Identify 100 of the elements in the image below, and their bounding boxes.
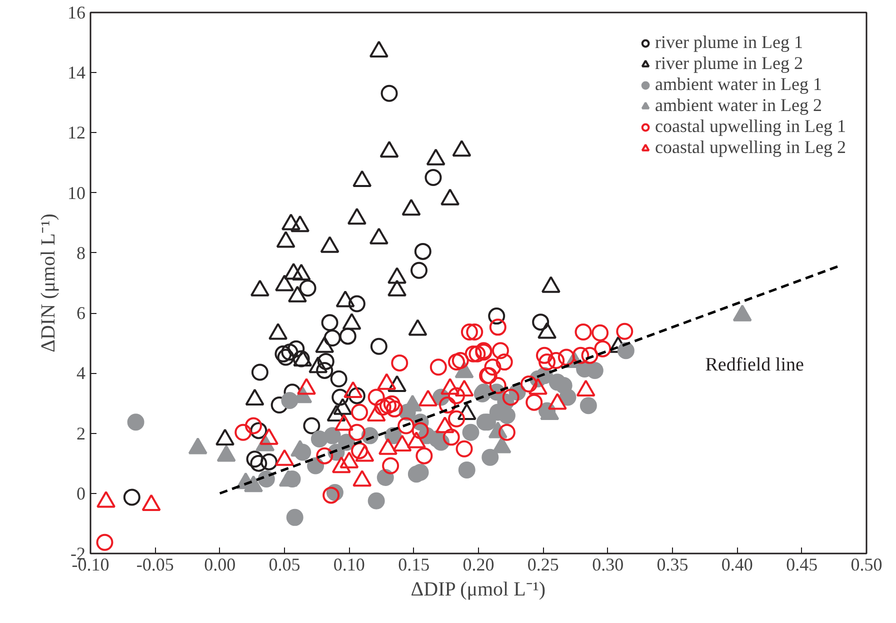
point [538, 354, 556, 371]
point [96, 534, 114, 551]
point [492, 342, 509, 360]
point [391, 354, 408, 372]
point [370, 338, 388, 355]
point [382, 457, 400, 474]
x-tick-label: 0.20 [462, 554, 494, 574]
point [458, 461, 476, 478]
point [310, 430, 328, 448]
point [368, 492, 385, 510]
point [274, 345, 292, 362]
point [244, 417, 262, 434]
point [386, 400, 403, 418]
legend-label: coastal upwelling in Leg 1 [655, 116, 846, 137]
point [616, 322, 634, 340]
point [250, 454, 268, 472]
y-tick-label: 2 [76, 423, 86, 444]
point [536, 346, 553, 364]
annotation: Redfield line [705, 354, 804, 376]
point [572, 346, 590, 364]
point [348, 295, 366, 312]
point [581, 346, 598, 364]
point [348, 424, 366, 441]
point [559, 388, 576, 406]
y-tick-label: 16 [68, 2, 86, 22]
point [498, 424, 516, 441]
point [317, 352, 334, 370]
point [594, 340, 612, 358]
x-tick-label: -0.05 [136, 554, 174, 574]
point [438, 396, 456, 414]
point [462, 424, 480, 441]
y-tick-label: 14 [68, 62, 86, 83]
point [452, 352, 469, 370]
point [324, 330, 341, 346]
point [127, 414, 144, 431]
legend-label: river plume in Leg 2 [655, 53, 804, 74]
point [424, 169, 442, 186]
point [332, 388, 349, 406]
point [303, 417, 320, 434]
point [398, 417, 415, 434]
point [468, 345, 486, 362]
point [281, 344, 298, 361]
point [558, 348, 575, 366]
point [281, 392, 298, 409]
point [460, 324, 478, 340]
x-tick-label: 0.10 [333, 554, 365, 574]
point [286, 508, 304, 526]
point [379, 397, 396, 414]
point [448, 410, 466, 428]
point [380, 84, 398, 102]
point [277, 348, 294, 366]
point [414, 242, 432, 260]
legend-label: ambient water in Leg 1 [655, 74, 822, 95]
x-tick-label: 0.30 [592, 554, 624, 574]
point [502, 388, 520, 406]
point [246, 450, 264, 468]
point [484, 358, 502, 376]
point [532, 314, 550, 331]
legend-label: river plume in Leg 1 [655, 32, 804, 53]
point [348, 387, 366, 404]
y-tick-label: 10 [68, 182, 86, 203]
x-tick-label: 0.50 [850, 554, 882, 574]
point [617, 342, 634, 360]
point [316, 362, 334, 379]
point [383, 395, 400, 412]
point [442, 428, 460, 446]
point [351, 442, 368, 460]
point [498, 407, 516, 424]
point [580, 397, 597, 414]
point [548, 352, 565, 370]
y-tick-label: 12 [68, 122, 86, 143]
point [250, 422, 268, 440]
point [260, 453, 278, 470]
x-tick-label: 0.25 [527, 554, 559, 574]
point [251, 364, 268, 381]
point [496, 354, 513, 371]
point [448, 387, 466, 404]
point [123, 488, 140, 506]
point [339, 328, 356, 345]
point [466, 324, 484, 340]
point [376, 468, 394, 486]
point [234, 424, 252, 441]
point [430, 358, 447, 376]
y-tick-label: 4 [76, 363, 86, 384]
point [488, 308, 506, 325]
point [412, 422, 429, 440]
legend-label: coastal upwelling in Leg 2 [655, 137, 846, 158]
point [520, 376, 538, 392]
y-tick-label: 0 [76, 483, 86, 504]
point [351, 404, 368, 421]
point [574, 324, 592, 340]
x-axis-title: ΔDIP (μmol L⁻¹) [410, 578, 546, 600]
x-tick-label: 0.35 [656, 554, 688, 574]
x-tick-label: 0.05 [268, 554, 300, 574]
point [416, 447, 433, 464]
y-tick-label: 6 [76, 303, 86, 324]
point [322, 486, 340, 504]
x-tick-label: 0.00 [204, 554, 236, 574]
point [489, 377, 506, 394]
point [299, 280, 316, 297]
